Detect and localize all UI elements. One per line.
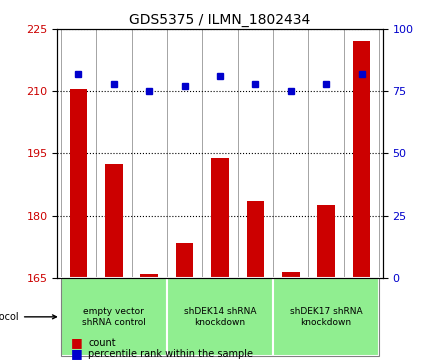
Text: count: count [88, 338, 116, 348]
Bar [70, 89, 87, 278]
Text: shDEK14 shRNA
knockdown: shDEK14 shRNA knockdown [184, 307, 256, 327]
Text: ■: ■ [70, 337, 82, 350]
Text: ■: ■ [70, 347, 82, 360]
Bar [211, 158, 229, 278]
Text: empty vector
shRNA control: empty vector shRNA control [82, 307, 146, 327]
Bar [282, 272, 300, 278]
Bar [317, 205, 335, 278]
Bar [176, 243, 194, 278]
FancyBboxPatch shape [167, 278, 273, 356]
Title: GDS5375 / ILMN_1802434: GDS5375 / ILMN_1802434 [129, 13, 311, 26]
FancyBboxPatch shape [61, 278, 167, 356]
Text: percentile rank within the sample: percentile rank within the sample [88, 349, 253, 359]
FancyBboxPatch shape [273, 278, 379, 356]
Bar [105, 164, 123, 278]
Bar [353, 41, 370, 278]
Bar [246, 201, 264, 278]
Text: protocol: protocol [0, 312, 56, 322]
Text: shDEK17 shRNA
knockdown: shDEK17 shRNA knockdown [290, 307, 363, 327]
Bar [140, 274, 158, 278]
